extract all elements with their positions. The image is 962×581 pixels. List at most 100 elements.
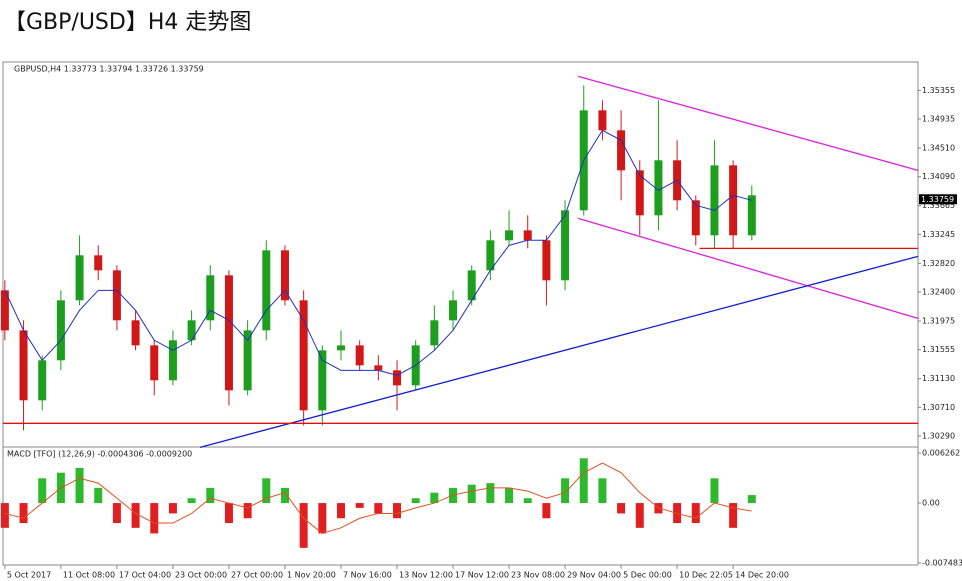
macd-bar	[374, 503, 383, 514]
candle-body	[75, 255, 84, 301]
candle-body	[94, 255, 103, 271]
candle-body	[523, 230, 532, 241]
x-tick-label: 23 Oct 00:00	[175, 571, 227, 580]
macd-bar	[729, 503, 738, 528]
candle-body	[187, 320, 196, 341]
macd-bar	[467, 484, 476, 504]
candle-body	[561, 210, 570, 281]
y-tick-label: 1.30710	[922, 403, 955, 412]
x-tick-label: 13 Nov 12:00	[399, 571, 453, 580]
macd-bar	[150, 503, 159, 534]
x-tick-label: 11 Oct 08:00	[63, 571, 115, 580]
x-tick-label: 1 Nov 20:00	[287, 571, 336, 580]
macd-bar	[262, 478, 271, 504]
macd-bar	[187, 498, 196, 504]
candle-body	[206, 275, 215, 321]
macd-bar	[168, 503, 177, 514]
y-tick-label: 1.31975	[922, 317, 955, 326]
candle-body	[430, 320, 439, 346]
candle-body	[299, 300, 308, 411]
y-tick-label: -0.007483	[922, 558, 962, 567]
macd-bar	[411, 498, 420, 504]
candle-body	[393, 370, 402, 386]
macd-bar	[75, 467, 84, 504]
macd-bar	[38, 478, 47, 504]
macd-bar	[710, 478, 719, 504]
macd-bar	[0, 503, 9, 528]
macd-header: MACD [TFO] (12,26,9) -0.0004306 -0.00092…	[7, 450, 192, 459]
macd-bar	[523, 498, 532, 504]
candle-body	[355, 345, 364, 366]
macd-bar	[318, 503, 327, 534]
y-tick-label: 0.006262	[922, 449, 960, 458]
candle-body	[691, 200, 700, 236]
x-tick-label: 17 Oct 04:00	[119, 571, 171, 580]
x-tick-label: 14 Dec 20:00	[735, 571, 789, 580]
macd-bar	[486, 483, 495, 504]
candle-body	[56, 300, 65, 361]
x-tick-label: 27 Oct 00:00	[231, 571, 283, 580]
macd-bar	[579, 458, 588, 504]
candle-body	[318, 350, 327, 411]
macd-bar	[19, 503, 28, 524]
macd-bar	[598, 478, 607, 504]
y-tick-label: 1.34935	[922, 114, 955, 123]
macd-bar	[336, 503, 345, 519]
macd-bar	[542, 503, 551, 519]
candle-body	[635, 170, 644, 216]
candle-body	[224, 275, 233, 391]
candle-body	[262, 250, 271, 331]
candle-body	[617, 130, 626, 171]
trend-line	[577, 217, 919, 319]
x-tick-label: 5 Dec 00:00	[623, 571, 672, 580]
candle-body	[729, 165, 738, 236]
macd-bar	[561, 478, 570, 504]
macd-bar	[393, 503, 402, 519]
price-tag-box	[919, 194, 957, 205]
candle-body	[131, 320, 140, 346]
macd-bar	[617, 503, 626, 514]
x-tick-label: 17 Nov 12:00	[455, 571, 509, 580]
candle-body	[168, 340, 177, 381]
macd-bar	[131, 503, 140, 528]
signal-line	[4, 462, 752, 534]
x-tick-label: 10 Dec 22:05	[679, 571, 733, 580]
x-tick-label: 7 Nov 16:00	[343, 571, 392, 580]
macd-bar	[94, 487, 103, 504]
candle-body	[374, 365, 383, 371]
macd-bar	[430, 492, 439, 504]
y-tick-label: 1.31130	[922, 374, 955, 383]
page-title: 【GBP/USD】H4 走势图	[4, 10, 252, 35]
macd-bar	[635, 503, 644, 528]
candle-body	[467, 270, 476, 301]
macd-bar	[112, 503, 121, 524]
candle-body	[449, 300, 458, 321]
candle-body	[598, 110, 607, 131]
macd-bar	[224, 503, 233, 524]
candle-body	[505, 230, 514, 241]
macd-bar	[355, 503, 364, 508]
y-tick-label: 0.00	[922, 499, 940, 508]
candle-body	[19, 330, 28, 401]
y-tick-label: 1.35355	[922, 86, 955, 95]
x-tick-label: 29 Nov 04:00	[567, 571, 621, 580]
macd-bar	[299, 503, 308, 548]
macd-bar	[691, 503, 700, 524]
candle-body	[243, 330, 252, 391]
candle-body	[710, 165, 719, 236]
x-tick-label: 23 Nov 08:00	[511, 571, 565, 580]
macd-bar	[243, 503, 252, 519]
trend-line	[577, 75, 919, 171]
candle-body	[542, 240, 551, 281]
candle-body	[280, 250, 289, 301]
moving-average	[4, 129, 752, 376]
macd-bar	[505, 487, 514, 504]
main-header: GBPUSD,H4 1.33773 1.33794 1.33726 1.3375…	[14, 65, 204, 74]
candle-body	[112, 270, 121, 321]
y-tick-label: 1.33665	[922, 201, 955, 210]
macd-bar	[747, 495, 756, 504]
candle-body	[38, 360, 47, 401]
y-tick-label: 1.34510	[922, 144, 955, 153]
